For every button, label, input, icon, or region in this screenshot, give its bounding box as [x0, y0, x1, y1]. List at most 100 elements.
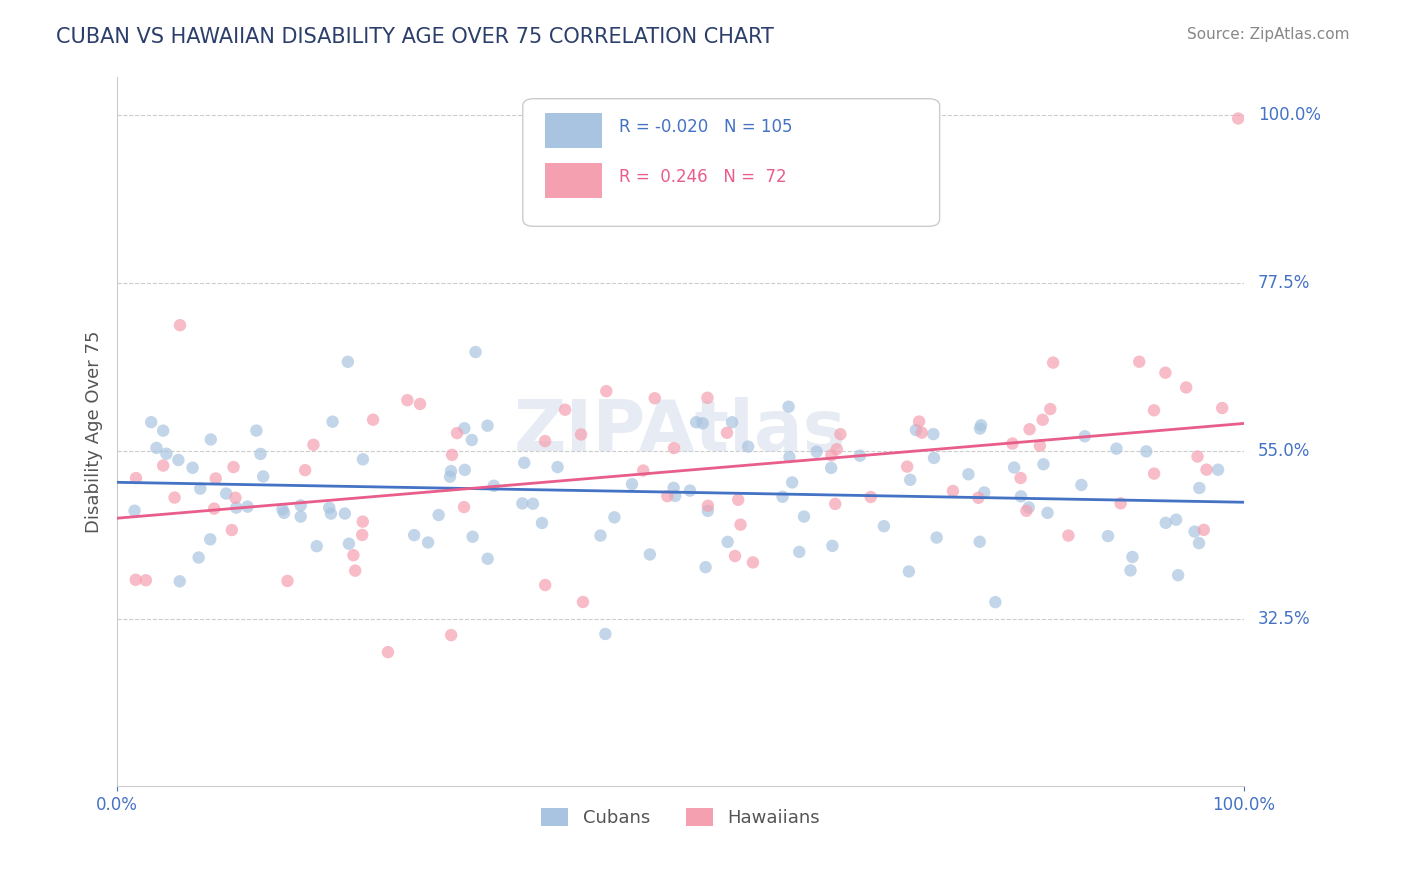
Point: [1074, 429, 1097, 443]
Point: [416, 535, 439, 549]
Point: [820, 448, 842, 462]
Point: [825, 442, 848, 457]
Point: [337, 537, 360, 551]
Point: [446, 426, 468, 441]
Point: [603, 510, 626, 524]
Point: [970, 418, 993, 433]
Point: [404, 528, 426, 542]
Point: [778, 400, 800, 414]
Point: [344, 564, 367, 578]
Point: [896, 459, 918, 474]
Point: [908, 415, 931, 429]
Point: [188, 482, 211, 496]
Point: [724, 549, 747, 563]
Point: [1018, 500, 1040, 515]
Point: [644, 391, 666, 405]
Point: [352, 452, 374, 467]
Point: [534, 578, 557, 592]
Point: [222, 460, 245, 475]
Point: [482, 479, 505, 493]
Point: [440, 628, 463, 642]
Text: R = -0.020   N = 105: R = -0.020 N = 105: [619, 118, 792, 136]
Point: [547, 460, 569, 475]
Point: [1057, 528, 1080, 542]
Point: [716, 425, 738, 440]
Point: [290, 499, 312, 513]
Point: [730, 517, 752, 532]
Point: [737, 440, 759, 454]
Point: [572, 595, 595, 609]
Point: [787, 545, 810, 559]
Point: [1119, 563, 1142, 577]
Point: [727, 492, 749, 507]
Point: [849, 449, 872, 463]
Point: [1070, 478, 1092, 492]
Point: [898, 473, 921, 487]
Point: [236, 500, 259, 514]
Point: [1018, 422, 1040, 436]
Point: [1188, 481, 1211, 495]
Point: [662, 441, 685, 455]
Point: [1211, 401, 1233, 415]
Point: [922, 427, 945, 442]
Point: [742, 556, 765, 570]
Point: [717, 535, 740, 549]
Point: [273, 506, 295, 520]
Point: [873, 519, 896, 533]
Point: [1010, 471, 1032, 485]
Y-axis label: Disability Age Over 75: Disability Age Over 75: [86, 331, 103, 533]
Point: [969, 534, 991, 549]
Point: [1029, 439, 1052, 453]
Point: [352, 528, 374, 542]
Point: [245, 424, 267, 438]
Legend: Cubans, Hawaiians: Cubans, Hawaiians: [534, 800, 827, 834]
Text: ZIPAtlas: ZIPAtlas: [515, 398, 846, 467]
Point: [145, 441, 167, 455]
Point: [830, 427, 852, 442]
Point: [1128, 355, 1150, 369]
Point: [1143, 467, 1166, 481]
Point: [589, 528, 612, 542]
Point: [969, 421, 991, 435]
Point: [221, 523, 243, 537]
Point: [859, 490, 882, 504]
Point: [477, 551, 499, 566]
Point: [793, 509, 815, 524]
Point: [155, 447, 177, 461]
Point: [1195, 463, 1218, 477]
Point: [1039, 402, 1062, 417]
Point: [361, 413, 384, 427]
Point: [534, 434, 557, 448]
Point: [396, 393, 419, 408]
Text: R =  0.246   N =  72: R = 0.246 N = 72: [619, 168, 786, 186]
Point: [124, 504, 146, 518]
Point: [453, 421, 475, 435]
Point: [1001, 436, 1024, 450]
Point: [271, 502, 294, 516]
Point: [1042, 356, 1064, 370]
Point: [322, 415, 344, 429]
Point: [163, 491, 186, 505]
Point: [249, 447, 271, 461]
Point: [342, 548, 364, 562]
Point: [692, 417, 714, 431]
Point: [169, 574, 191, 589]
Point: [454, 463, 477, 477]
Point: [200, 533, 222, 547]
Point: [169, 318, 191, 333]
Point: [352, 515, 374, 529]
Point: [664, 489, 686, 503]
Point: [477, 418, 499, 433]
Point: [1175, 380, 1198, 394]
Point: [439, 469, 461, 483]
Point: [302, 438, 325, 452]
Point: [721, 415, 744, 429]
Point: [696, 504, 718, 518]
Point: [1032, 413, 1054, 427]
Point: [1109, 496, 1132, 510]
Point: [522, 497, 544, 511]
Point: [409, 397, 432, 411]
Point: [1002, 460, 1025, 475]
Point: [305, 539, 328, 553]
Point: [554, 402, 576, 417]
